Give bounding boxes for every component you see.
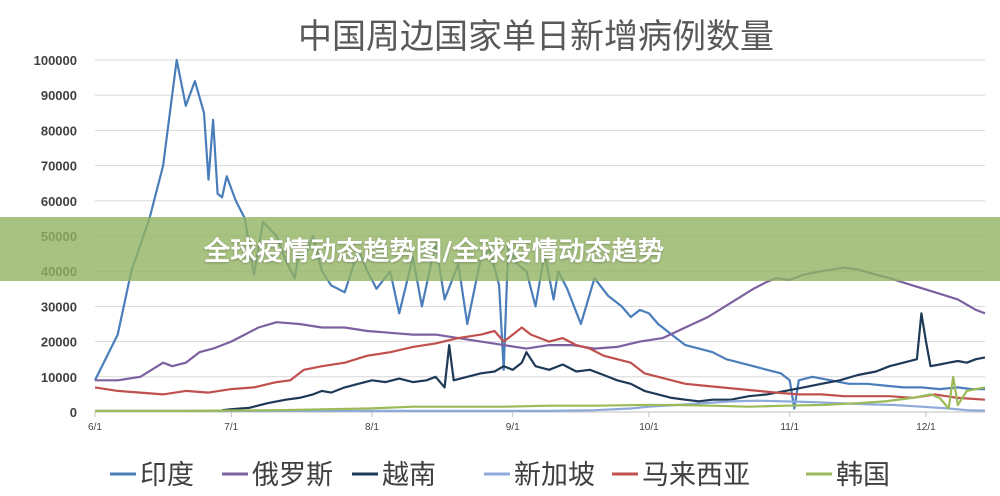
y-tick-label: 20000 — [41, 335, 77, 350]
x-tick-label: 8/1 — [365, 422, 379, 433]
x-tick-label: 6/1 — [88, 422, 102, 433]
x-tick-label: 10/1 — [639, 422, 659, 433]
y-tick-label: 30000 — [41, 299, 77, 314]
series-lines — [94, 58, 986, 412]
series-line-2 — [221, 312, 986, 412]
y-tick-label: 10000 — [41, 370, 77, 385]
grid-lines — [95, 59, 985, 413]
series-line-3 — [95, 399, 986, 412]
overlay-banner: 全球疫情动态趋势图/全球疫情动态趋势 — [0, 217, 1000, 281]
x-tick-label: 7/1 — [224, 422, 238, 433]
x-axis-ticks: 6/1 7/1 8/1 9/1 10/1 11/1 12/1 — [88, 411, 985, 433]
y-tick-label: 0 — [70, 405, 77, 420]
legend: 印度 俄罗斯 越南 新加坡 马来西亚 韩国 — [110, 460, 890, 491]
series-line-0 — [94, 58, 985, 410]
legend-label: 新加坡 — [514, 460, 595, 491]
y-tick-label: 70000 — [41, 159, 77, 174]
x-tick-label: 9/1 — [506, 422, 520, 433]
y-tick-label: 90000 — [41, 88, 77, 103]
x-tick-label: 12/1 — [916, 422, 936, 433]
series-line-4 — [94, 326, 986, 401]
x-tick-label: 11/1 — [780, 422, 799, 433]
y-tick-label: 80000 — [41, 123, 77, 138]
series-line-5 — [95, 375, 986, 412]
legend-label: 俄罗斯 — [252, 460, 333, 491]
chart-title: 中国周边国家单日新增病例数量 — [298, 17, 774, 57]
y-tick-label: 100000 — [34, 53, 77, 68]
banner-text: 全球疫情动态趋势图/全球疫情动态趋势 — [204, 236, 665, 267]
legend-label: 马来西亚 — [642, 460, 750, 491]
legend-label: 印度 — [140, 460, 194, 491]
legend-label: 越南 — [382, 460, 436, 491]
y-tick-label: 60000 — [41, 194, 77, 209]
legend-label: 韩国 — [836, 460, 890, 491]
